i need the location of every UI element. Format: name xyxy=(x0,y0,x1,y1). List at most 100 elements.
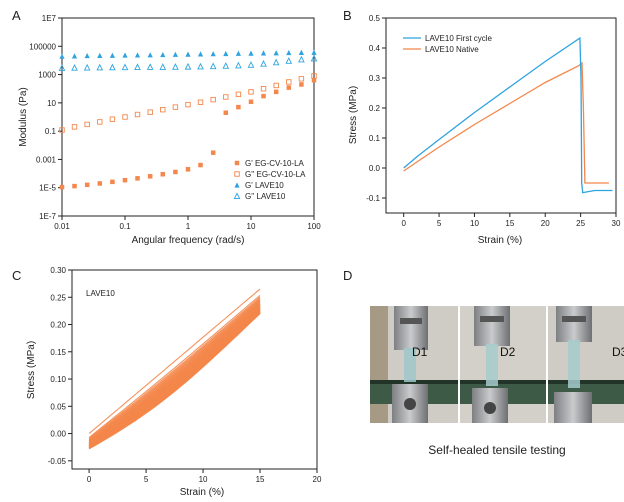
data-point-a-s1 xyxy=(223,94,229,100)
data-point-a-s1 xyxy=(172,104,179,110)
data-point-a-s2 xyxy=(59,53,65,59)
data-point-a-s0 xyxy=(110,179,115,185)
panel-label-a: A xyxy=(12,8,21,23)
data-point-a-s2 xyxy=(311,49,317,55)
plot-frame-c xyxy=(71,269,318,470)
data-point-a-s2 xyxy=(84,52,90,59)
data-point-a-s0 xyxy=(286,85,292,90)
y-tick-label-a: 0.1 xyxy=(45,127,57,136)
marks-group-b xyxy=(403,36,613,194)
data-point-a-s0 xyxy=(248,99,254,104)
data-point-a-s2 xyxy=(134,52,141,58)
photo-frame-d3 xyxy=(548,306,624,423)
data-point-a-s2 xyxy=(298,49,305,55)
data-point-a-s2 xyxy=(172,51,179,57)
x-tick-label-c: 15 xyxy=(256,475,265,484)
legend-marker-a xyxy=(234,182,240,188)
data-point-a-s2 xyxy=(210,51,216,57)
data-point-a-s0 xyxy=(72,183,77,189)
x-tick-label-a: 100 xyxy=(307,222,321,231)
x-axis-label-b: Strain (%) xyxy=(478,235,522,246)
data-point-a-s0 xyxy=(236,104,241,110)
y-tick-label-b: -0.1 xyxy=(366,194,380,203)
cycle-line-c xyxy=(88,297,261,440)
data-point-a-s2 xyxy=(235,50,242,56)
plot-frame-b xyxy=(385,17,617,214)
data-point-a-s0 xyxy=(210,150,216,155)
x-tick-label-b: 0 xyxy=(401,219,406,228)
data-point-a-s0 xyxy=(299,82,304,87)
y-tick-label-a: 10 xyxy=(47,99,56,108)
data-point-a-s0 xyxy=(160,171,166,177)
data-point-a-s3 xyxy=(172,63,179,70)
y-axis-label-a: Modulus (Pa) xyxy=(18,87,29,146)
annotation-lave10: LAVE10 xyxy=(86,289,115,298)
data-point-a-s0 xyxy=(223,110,229,115)
panel-b: B 0 5 10 15 20 25 30 -0.1 0.0 0.1 0.2 0.3 0.4 0.5 LAV… xyxy=(343,8,621,246)
data-point-a-s2 xyxy=(122,52,128,58)
y-tick-label-a: 1000 xyxy=(38,71,56,80)
data-point-a-s2 xyxy=(160,51,166,58)
y-tick-label-a: 0.001 xyxy=(36,155,57,164)
data-point-a-s3 xyxy=(71,64,78,71)
y-tick-label-c: 0.30 xyxy=(50,266,66,275)
data-point-a-s1 xyxy=(122,114,128,120)
data-point-a-s2 xyxy=(223,50,229,57)
legend-marker-a xyxy=(234,160,240,166)
legend-marker-a xyxy=(233,192,241,200)
x-tick-label-b: 5 xyxy=(437,219,442,228)
photo-label-d3: D3 xyxy=(612,345,624,359)
data-point-a-s1 xyxy=(71,124,78,130)
legend-a: G' EG-CV-10-LA G'' EG-CV-10-LA G' LAVE10 G'… xyxy=(233,159,306,201)
data-point-a-s3 xyxy=(209,62,217,70)
data-point-a-s2 xyxy=(260,50,267,56)
data-point-a-s0 xyxy=(97,181,103,186)
x-axis-label-c: Strain (%) xyxy=(180,487,224,498)
x-tick-label-b: 15 xyxy=(505,219,514,228)
y-tick-label-b: 0.4 xyxy=(369,44,381,53)
data-point-a-s2 xyxy=(109,52,116,58)
panel-label-c: C xyxy=(12,268,21,283)
y-tick-label-c: 0.05 xyxy=(50,402,66,411)
data-point-a-s2 xyxy=(147,52,153,58)
y-tick-label-c: 0.20 xyxy=(50,321,66,330)
data-point-a-s2 xyxy=(185,51,191,57)
tick-group-c: 0 5 10 15 20 -0.05 0.00 0.05 0.10 0.15 0.20 0.25 0.3… xyxy=(48,266,322,484)
data-point-a-s1 xyxy=(84,121,90,128)
y-tick-label-b: 0.3 xyxy=(369,74,381,83)
data-point-a-s1 xyxy=(286,79,292,85)
cycle-line-c xyxy=(88,288,261,435)
data-point-a-s0 xyxy=(198,162,203,168)
series-line-b-0 xyxy=(403,36,613,194)
data-point-a-s3 xyxy=(134,63,141,71)
data-point-a-s3 xyxy=(235,61,242,69)
data-point-a-s3 xyxy=(197,62,204,70)
data-point-a-s1 xyxy=(147,109,153,115)
x-tick-label-a: 0.1 xyxy=(119,222,131,231)
photo-label-d2: D2 xyxy=(500,345,516,359)
legend-label-a: G'' LAVE10 xyxy=(245,192,286,201)
data-point-a-s1 xyxy=(298,76,305,82)
y-tick-label-a: 1E7 xyxy=(42,14,57,23)
data-point-a-s2 xyxy=(71,53,78,59)
x-tick-label-b: 30 xyxy=(612,219,621,228)
x-tick-label-c: 20 xyxy=(313,475,322,484)
panel-d: D xyxy=(343,268,624,457)
series-line-b-1 xyxy=(403,61,609,184)
y-axis-label-c: Stress (MPa) xyxy=(26,341,37,399)
data-point-a-s1 xyxy=(134,111,141,118)
data-point-a-s0 xyxy=(147,174,153,179)
data-point-a-s3 xyxy=(184,62,192,70)
data-point-a-s1 xyxy=(97,119,103,125)
y-tick-label-b: 0.2 xyxy=(369,104,381,113)
data-point-a-s3 xyxy=(298,55,305,63)
x-tick-label-b: 20 xyxy=(541,219,550,228)
data-point-a-s3 xyxy=(260,59,267,67)
data-point-a-s3 xyxy=(83,63,91,71)
x-axis-label-a: Angular frequency (rad/s) xyxy=(132,235,245,246)
y-tick-label-c: -0.05 xyxy=(48,457,67,466)
data-point-a-s1 xyxy=(210,96,216,103)
legend-label-b: LAVE10 First cycle xyxy=(425,34,493,43)
photo-caption: Self-healed tensile testing xyxy=(428,443,565,457)
